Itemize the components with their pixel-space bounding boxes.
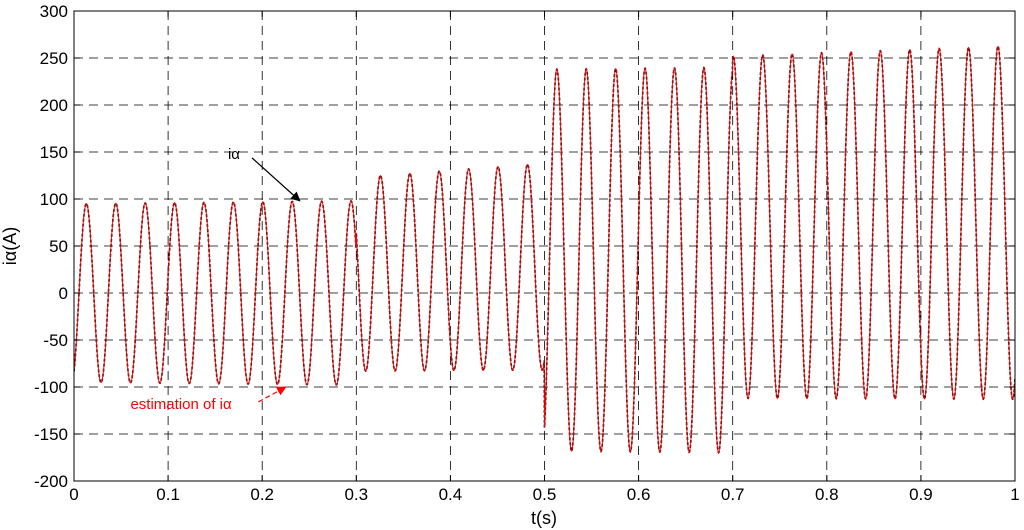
annotations: iα estimation of iα [130,146,301,413]
y-tick-label: 200 [40,96,68,115]
y-axis-title: iα(A) [0,227,20,265]
y-tick-label: 0 [59,284,68,303]
y-tick-label: 50 [49,237,68,256]
x-tick-label: 0.3 [344,485,368,504]
y-tick-label: 150 [40,143,68,162]
y-tick-label: -50 [43,331,68,350]
x-tick-label: 0.9 [909,485,933,504]
x-tick-label: 0.5 [533,485,557,504]
x-tick-label: 0.1 [156,485,180,504]
y-tick-label: -200 [34,472,68,491]
annotation-label-i-alpha: iα [228,146,240,163]
y-tick-label: -150 [34,425,68,444]
x-tick-label: 1 [1010,485,1019,504]
annotation-label-estimation-of-i-alpha: estimation of iα [130,396,232,413]
series-group [74,45,1015,455]
x-tick-label: 0.8 [815,485,839,504]
y-tick-label: -100 [34,378,68,397]
y-tick-label: 100 [40,190,68,209]
x-tick-label: 0 [69,485,78,504]
x-axis-title: t(s) [531,508,557,528]
x-tick-label: 0.2 [250,485,274,504]
x-tick-label: 0.6 [627,485,651,504]
x-tick-label: 0.7 [721,485,745,504]
y-tick-label: 250 [40,49,68,68]
series-estimation-of-i-alpha [74,45,1015,454]
annotation-arrow-i-alpha [251,157,301,202]
x-tick-label: 0.4 [439,485,463,504]
ticks: 0 0.1 0.2 0.3 0.4 0.5 0.6 0.7 0.8 0.9 1 -200 -150 -10… [34,2,1020,504]
annotation-arrow-estimation-of-i-alpha [258,386,287,403]
grid [74,11,1015,481]
y-tick-label: 300 [40,2,68,21]
